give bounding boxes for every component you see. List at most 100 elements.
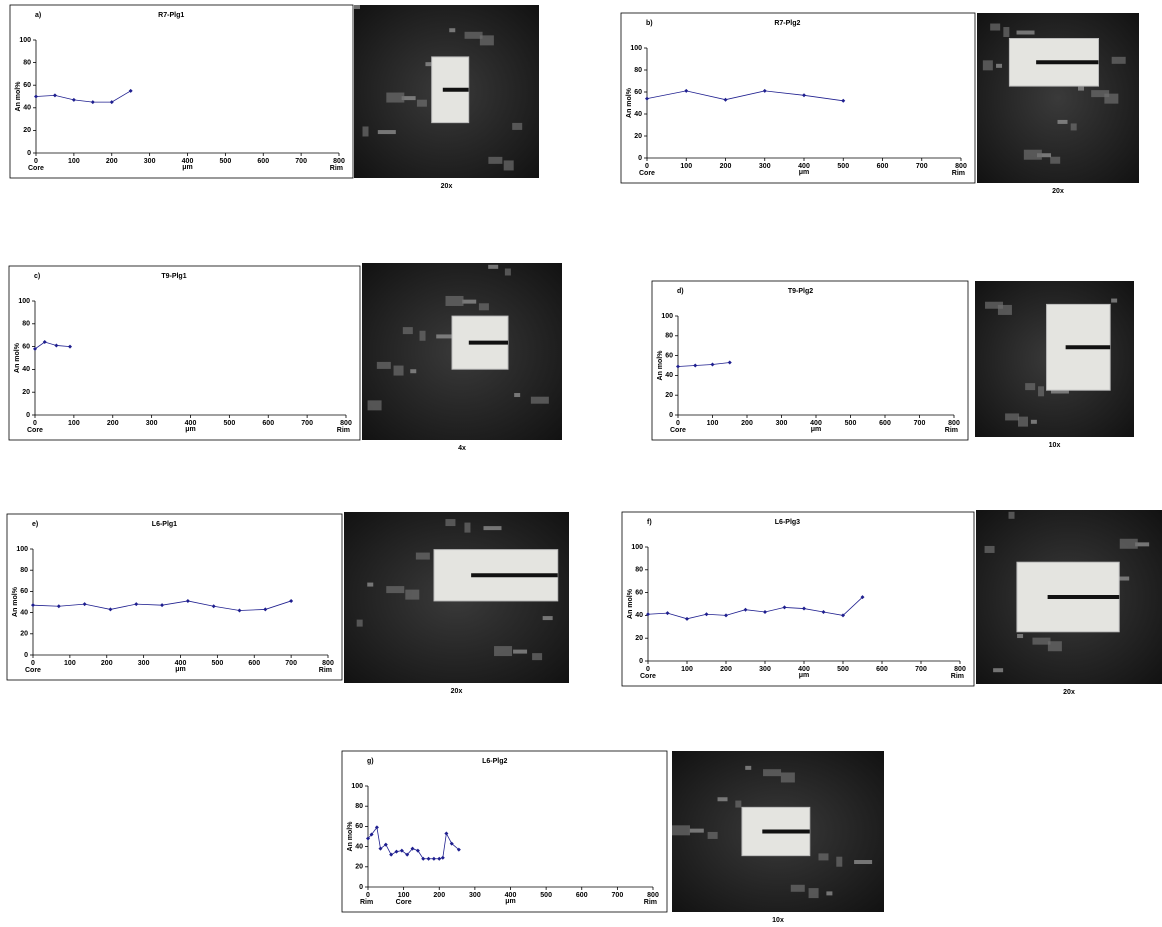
- y-tick-label: 60: [665, 352, 673, 359]
- y-axis-label: An mol%: [12, 586, 19, 617]
- x-tick-label: 300: [138, 660, 150, 667]
- chart-title: T9-Plg2: [788, 288, 813, 295]
- y-tick-label: 80: [355, 803, 363, 810]
- y-tick-label: 0: [27, 150, 31, 157]
- y-tick-label: 40: [22, 366, 30, 373]
- grain: [1058, 120, 1068, 124]
- x-tick-label: 800: [340, 420, 352, 427]
- y-tick-label: 0: [359, 884, 363, 891]
- x-tick-label: 100: [64, 660, 76, 667]
- grain: [494, 646, 512, 656]
- grain: [462, 300, 476, 304]
- grain: [479, 303, 489, 310]
- x-tick-label: 600: [876, 666, 888, 673]
- panel-label: g): [367, 758, 374, 765]
- grain: [512, 123, 522, 130]
- image-caption: 10x: [1049, 442, 1061, 449]
- grain: [445, 519, 455, 526]
- x-tick-label: 300: [759, 163, 771, 170]
- x-tick-label: 0: [33, 420, 37, 427]
- chart-title: T9-Plg1: [161, 273, 186, 280]
- grain: [993, 668, 1003, 672]
- x-tick-label: 0: [34, 158, 38, 165]
- x-tick-label: 0: [31, 660, 35, 667]
- grain: [718, 797, 728, 801]
- x-tick-label: 200: [107, 420, 119, 427]
- x-tick-label: 500: [212, 660, 224, 667]
- x-tick-label: 0: [645, 163, 649, 170]
- grain: [1120, 539, 1138, 549]
- chart-frame: [621, 13, 975, 183]
- y-tick-label: 80: [665, 333, 673, 340]
- image-caption: 20x: [441, 183, 453, 190]
- x-axis-label: μm: [799, 169, 810, 176]
- grain: [735, 801, 741, 808]
- chart-frame: [9, 266, 360, 440]
- grain: [354, 5, 360, 9]
- y-tick-label: 100: [18, 298, 30, 305]
- grain: [416, 553, 430, 560]
- y-tick-label: 100: [631, 544, 643, 551]
- x-axis-label: μm: [185, 426, 196, 433]
- image-caption: 4x: [458, 445, 466, 452]
- grain: [1031, 420, 1037, 424]
- grain: [818, 853, 828, 860]
- grain: [854, 860, 872, 864]
- x-tick-label: 0: [366, 892, 370, 899]
- grain: [488, 157, 502, 164]
- y-tick-label: 60: [635, 589, 643, 596]
- x-tick-label: 800: [954, 666, 966, 673]
- x-end-label: Rim: [319, 667, 332, 674]
- grain: [985, 302, 1003, 309]
- grain: [1078, 87, 1084, 91]
- x-end-label: Core: [670, 427, 686, 434]
- panel-label: c): [34, 273, 40, 280]
- panel-label: e): [32, 521, 38, 528]
- grain: [368, 400, 382, 410]
- x-tick-label: 800: [647, 892, 659, 899]
- y-tick-label: 20: [665, 392, 673, 399]
- y-tick-label: 0: [639, 658, 643, 665]
- y-tick-label: 40: [23, 105, 31, 112]
- grain: [513, 650, 527, 654]
- chart-frame: [622, 512, 974, 686]
- x-tick-label: 100: [398, 892, 410, 899]
- grain: [708, 832, 718, 839]
- y-axis-label: An mol%: [14, 342, 21, 373]
- x-tick-label: 600: [257, 158, 269, 165]
- y-tick-label: 40: [635, 612, 643, 619]
- y-tick-label: 100: [661, 313, 673, 320]
- y-tick-label: 80: [634, 67, 642, 74]
- grain: [514, 393, 520, 397]
- x-tick-label: 200: [720, 666, 732, 673]
- x-tick-label: 500: [540, 892, 552, 899]
- image-caption: 20x: [1063, 689, 1075, 696]
- x-tick-label: 700: [914, 420, 926, 427]
- x-end-label: Core: [27, 427, 43, 434]
- x-tick-label: 100: [68, 158, 80, 165]
- chart-title: R7-Plg1: [158, 12, 184, 19]
- grain: [745, 766, 751, 770]
- grain: [1050, 157, 1060, 164]
- image-caption: 20x: [451, 688, 463, 695]
- x-end-label: Core: [639, 170, 655, 177]
- y-tick-label: 100: [351, 783, 363, 790]
- y-tick-label: 100: [16, 546, 28, 553]
- x-tick-label: 100: [68, 420, 80, 427]
- panel-label: f): [647, 519, 652, 526]
- x-tick-label: 300: [144, 158, 156, 165]
- x-tick-label: 500: [220, 158, 232, 165]
- x-tick-label: 800: [322, 660, 334, 667]
- y-tick-label: 100: [630, 45, 642, 52]
- grain: [483, 526, 501, 530]
- y-tick-label: 80: [635, 567, 643, 574]
- chart-title: L6-Plg3: [775, 519, 800, 526]
- x-tick-label: 600: [262, 420, 274, 427]
- x-axis-label: μm: [799, 672, 810, 679]
- y-tick-label: 60: [20, 588, 28, 595]
- x-tick-label: 700: [295, 158, 307, 165]
- x-tick-label: 500: [845, 420, 857, 427]
- grain: [996, 64, 1002, 68]
- grain: [983, 60, 993, 70]
- y-tick-label: 40: [665, 372, 673, 379]
